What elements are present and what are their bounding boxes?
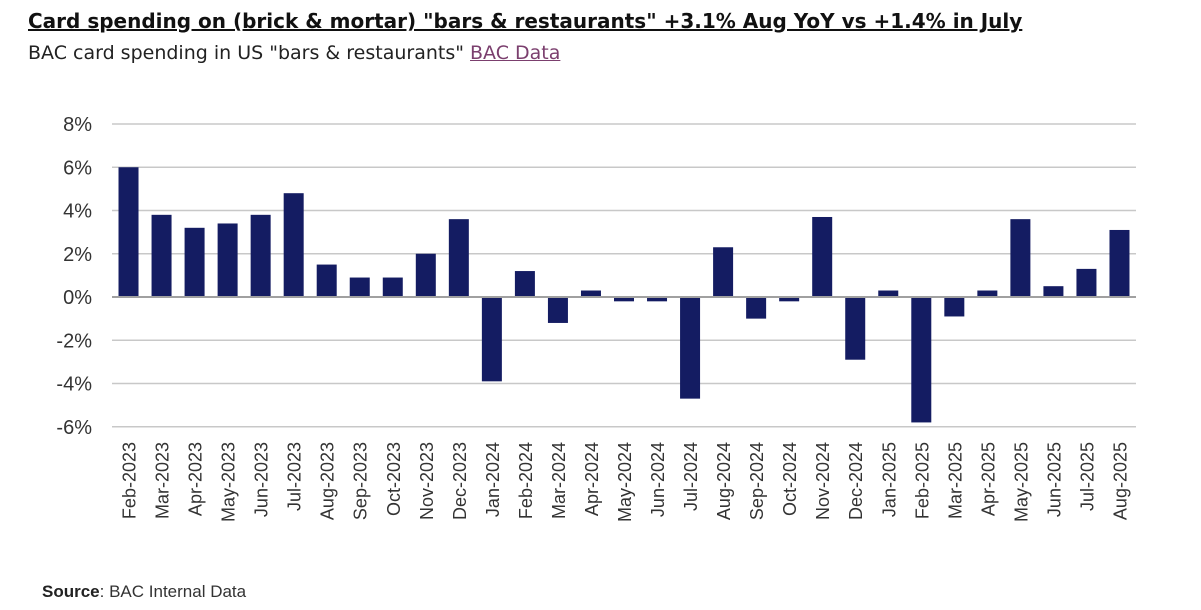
bar (547, 297, 568, 323)
x-tick-label: Feb-2023 (120, 442, 140, 519)
x-tick-label: Dec-2023 (450, 442, 470, 520)
bar (845, 297, 866, 360)
bar (1043, 286, 1064, 297)
x-tick-label: May-2025 (1011, 442, 1031, 522)
bar (812, 216, 833, 297)
x-tick-label: Nov-2024 (813, 442, 833, 520)
source-text: : BAC Internal Data (99, 582, 247, 601)
x-tick-label: Feb-2025 (912, 442, 932, 519)
x-tick-label: Jan-2025 (879, 442, 899, 517)
x-tick-label: Apr-2024 (582, 442, 602, 516)
bar (283, 193, 304, 297)
bar (944, 297, 965, 317)
x-axis-ticks: Feb-2023 Mar-2023 Apr-2023 May-2023 Jun-2023… (120, 442, 1131, 522)
bar (118, 167, 139, 297)
bar (250, 214, 271, 297)
y-tick-label: 8% (63, 114, 92, 136)
y-tick-label: 2% (63, 244, 92, 266)
x-tick-label: Aug-2023 (318, 442, 338, 520)
bar (1076, 268, 1097, 297)
x-tick-label: May-2023 (219, 442, 239, 522)
y-axis-ticks: 8% 6% 4% 2% 0% -2% -4% -6% (56, 114, 92, 439)
y-tick-label: 0% (63, 287, 92, 309)
x-tick-label: Apr-2023 (186, 442, 206, 516)
chart-subtitle: BAC card spending in US "bars & restaura… (28, 42, 560, 64)
bar (448, 219, 469, 297)
y-tick-label: 6% (63, 157, 92, 179)
x-tick-label: Aug-2025 (1110, 442, 1130, 520)
bar (349, 277, 370, 297)
x-tick-label: Jun-2024 (648, 442, 668, 517)
y-tick-label: -6% (56, 417, 92, 439)
x-tick-label: Jul-2024 (681, 442, 701, 511)
x-tick-label: Feb-2024 (516, 442, 536, 519)
bar (1109, 229, 1130, 297)
x-tick-label: Jul-2025 (1077, 442, 1097, 511)
bar-chart: 8% 6% 4% 2% 0% -2% -4% -6% Feb-2023 Mar-2023 Apr-… (56, 114, 1136, 522)
x-tick-label: Jul-2023 (285, 442, 305, 511)
x-tick-label: Oct-2024 (780, 442, 800, 516)
subtitle-text: BAC card spending in US "bars & restaura… (28, 42, 471, 64)
bar (1010, 219, 1031, 297)
bar (746, 297, 767, 319)
bar (316, 264, 337, 297)
bar (514, 271, 535, 297)
x-tick-label: Jun-2025 (1044, 442, 1064, 517)
y-tick-label: -2% (56, 330, 92, 352)
bar (217, 223, 238, 297)
bar (878, 290, 899, 297)
x-tick-label: Aug-2024 (714, 442, 734, 520)
bar (911, 297, 932, 423)
x-tick-label: Jun-2023 (252, 442, 272, 517)
bar (184, 227, 205, 297)
bar (415, 253, 436, 297)
grid-lines (112, 123, 1136, 428)
x-tick-label: Oct-2023 (384, 442, 404, 516)
x-tick-label: May-2024 (615, 442, 635, 522)
bar (647, 297, 668, 302)
source-note: Source: BAC Internal Data (42, 582, 246, 602)
y-tick-label: 4% (63, 201, 92, 223)
chart-title: Card spending on (brick & mortar) "bars … (28, 9, 1023, 33)
bar (713, 247, 734, 297)
bars (118, 167, 1130, 423)
x-tick-label: Mar-2025 (945, 442, 965, 519)
bar (614, 297, 634, 302)
bar (977, 290, 998, 297)
bar (382, 277, 403, 297)
x-tick-label: Mar-2023 (153, 442, 173, 519)
x-tick-label: Apr-2025 (978, 442, 998, 516)
bar (151, 214, 172, 297)
source-label: Source (42, 582, 100, 601)
bar (481, 297, 502, 382)
bac-data-link[interactable]: BAC Data (470, 42, 561, 64)
x-tick-label: Mar-2024 (549, 442, 569, 519)
x-tick-label: Sep-2023 (351, 442, 371, 520)
x-tick-label: Jan-2024 (483, 442, 503, 517)
x-tick-label: Sep-2024 (747, 442, 767, 520)
bar (580, 290, 601, 297)
x-tick-label: Dec-2024 (846, 442, 866, 520)
x-tick-label: Nov-2023 (417, 442, 437, 520)
bar (680, 297, 701, 399)
y-tick-label: -4% (56, 374, 92, 396)
bar (779, 297, 800, 302)
